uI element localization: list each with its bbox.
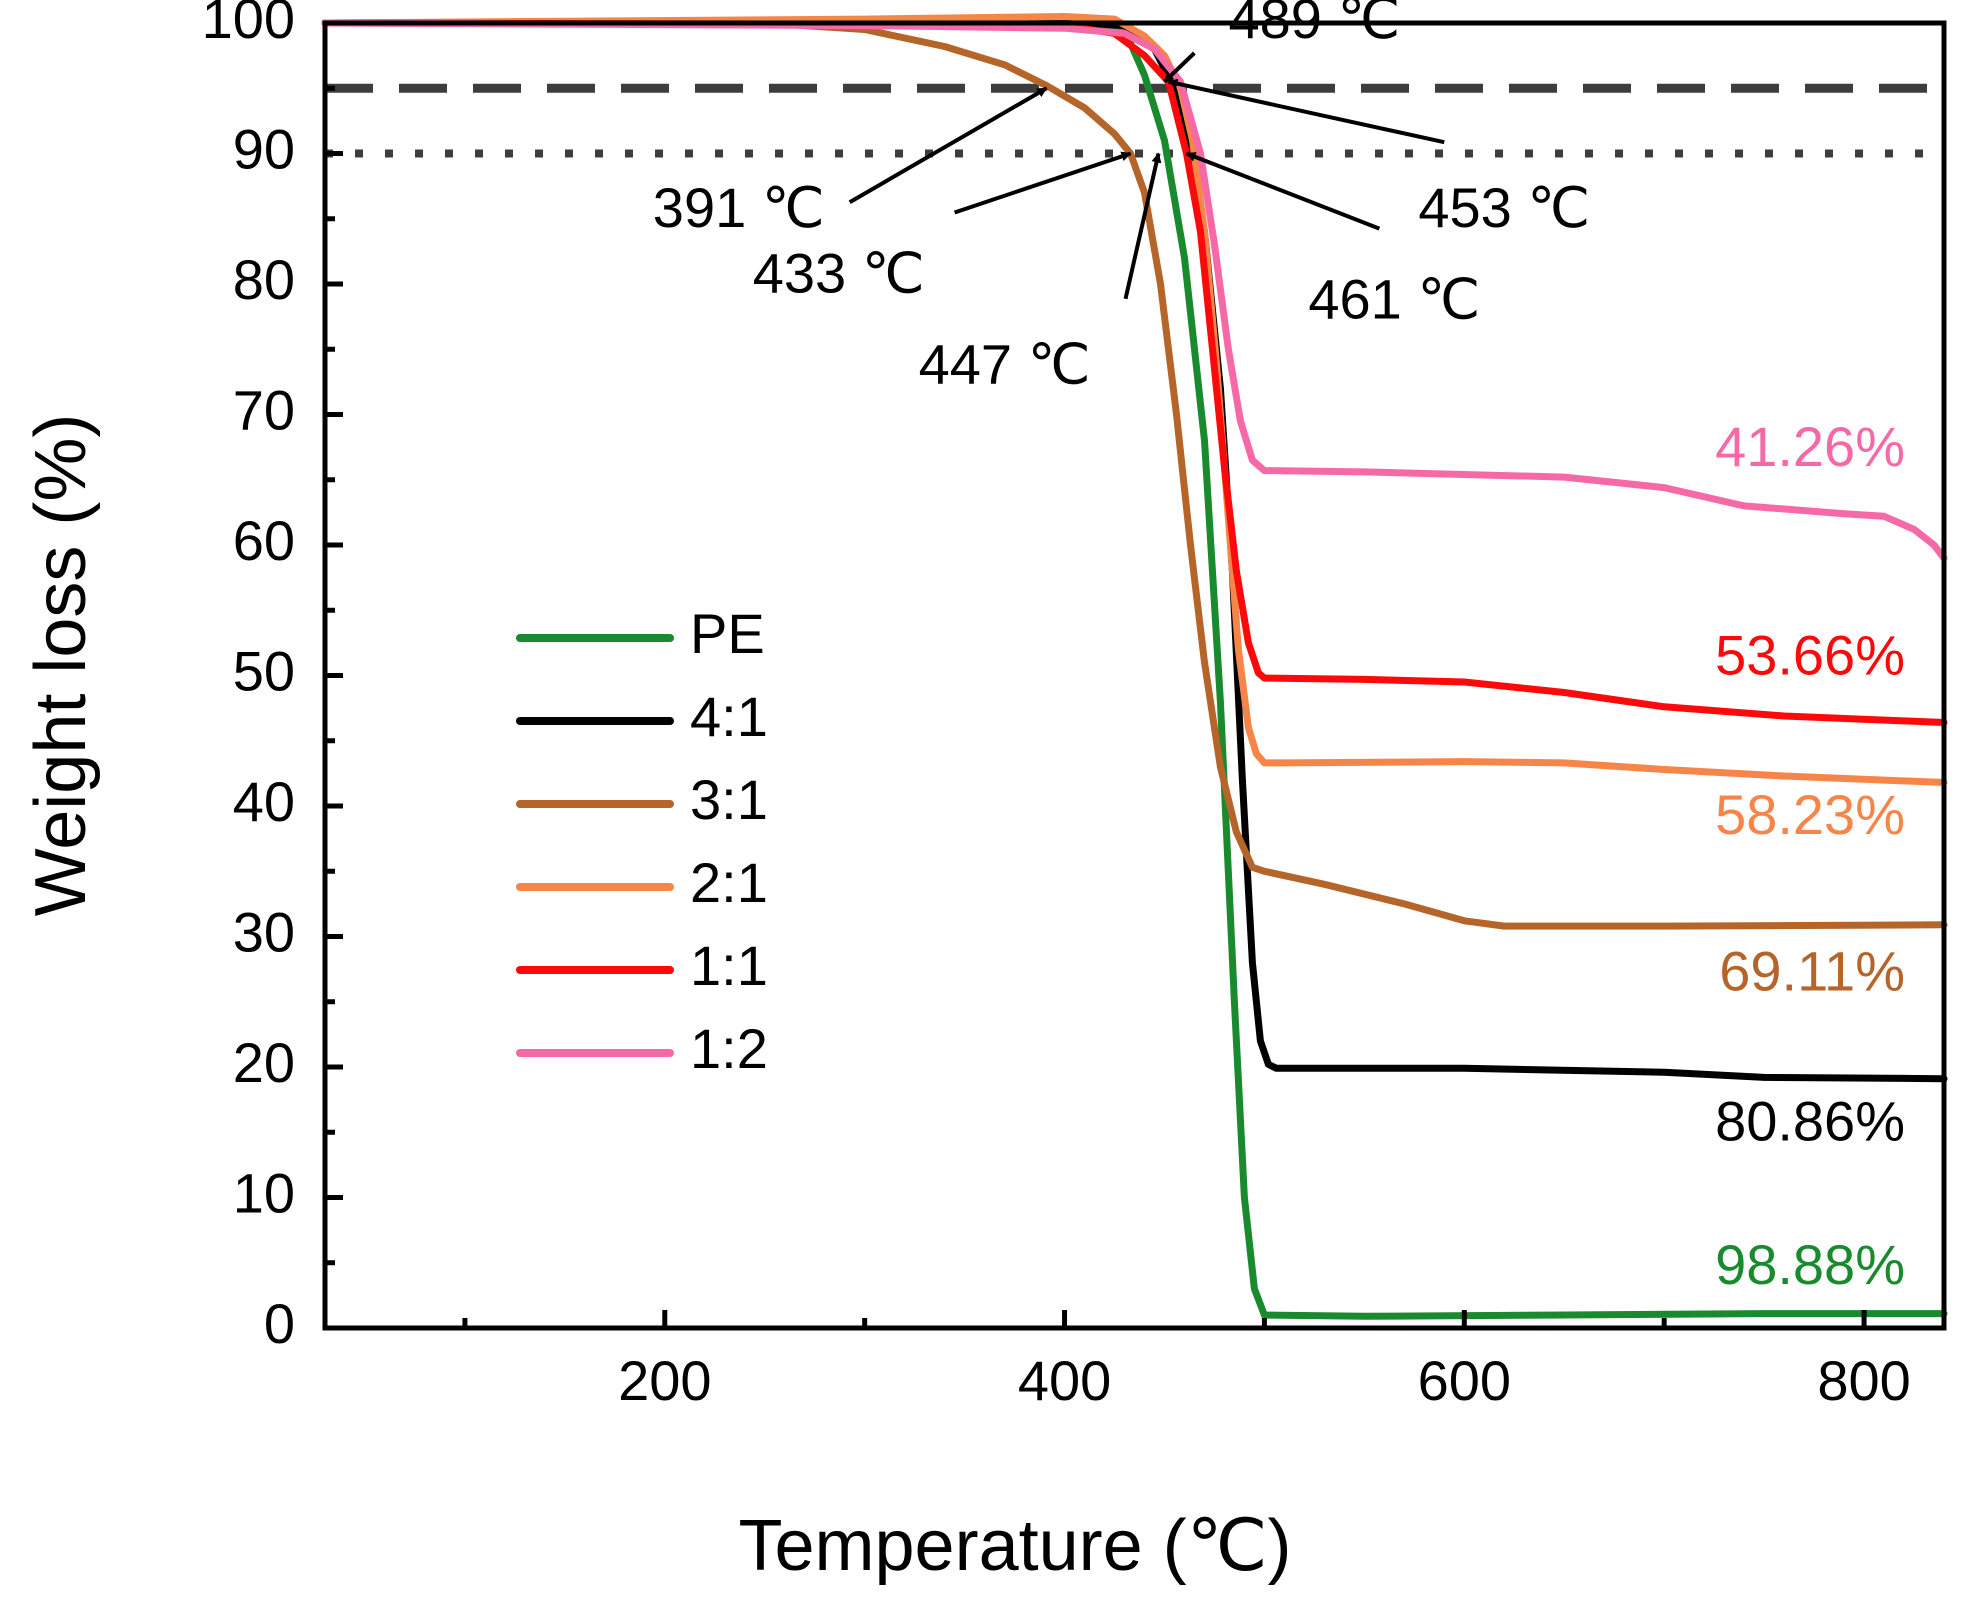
y-tick-label-90: 90 bbox=[233, 117, 295, 180]
x-tick-label-800: 800 bbox=[1817, 1349, 1910, 1412]
annotation-label-2: 447 ℃ bbox=[919, 333, 1091, 396]
x-tick-label-200: 200 bbox=[618, 1349, 711, 1412]
series-line-2-1 bbox=[321, 13, 1948, 786]
annotation-arrow-2 bbox=[1123, 152, 1162, 300]
y-tick-label-50: 50 bbox=[233, 639, 295, 702]
series-line-4-1 bbox=[321, 18, 1948, 1083]
y-tick-label-10: 10 bbox=[233, 1161, 295, 1224]
reference-lines bbox=[325, 83, 1944, 158]
residue-label-1-1: 53.66% bbox=[1715, 624, 1905, 687]
legend-label-pe: PE bbox=[690, 602, 765, 665]
y-tick-label-0: 0 bbox=[264, 1292, 295, 1355]
legend-label-1-2: 1:2 bbox=[690, 1017, 768, 1080]
residue-label-pe: 98.88% bbox=[1715, 1233, 1905, 1296]
legend-label-3-1: 3:1 bbox=[690, 768, 768, 831]
annotation-label-4: 453 ℃ bbox=[1418, 176, 1590, 239]
legend-label-2-1: 2:1 bbox=[690, 851, 768, 914]
y-tick-label-40: 40 bbox=[233, 770, 295, 833]
x-tick-label-400: 400 bbox=[1018, 1349, 1111, 1412]
y-tick-label-80: 80 bbox=[233, 248, 295, 311]
residue-label-3-1: 69.11% bbox=[1719, 939, 1905, 1002]
y-tick-label-30: 30 bbox=[233, 900, 295, 963]
y-tick-label-60: 60 bbox=[233, 509, 295, 572]
residue-label-2-1: 58.23% bbox=[1715, 783, 1905, 846]
series-line-3-1 bbox=[321, 19, 1948, 930]
y-axis-title: Weight loss (%) bbox=[21, 414, 101, 917]
annotation-label-0: 391 ℃ bbox=[653, 176, 825, 239]
legend-label-1-1: 1:1 bbox=[690, 934, 768, 997]
residue-label-4-1: 80.86% bbox=[1715, 1090, 1905, 1153]
annotation-arrow-5 bbox=[1185, 151, 1381, 231]
y-tick-label-20: 20 bbox=[233, 1031, 295, 1094]
plot-frame bbox=[322, 20, 1947, 1331]
series-line-1-2 bbox=[321, 19, 1948, 562]
annotation-arrow-0 bbox=[848, 86, 1048, 204]
series-line-pe bbox=[321, 18, 1948, 1320]
annotation-label-1: 433 ℃ bbox=[753, 241, 925, 304]
annotation-arrow-3 bbox=[1163, 51, 1196, 84]
annotation-arrow-4 bbox=[1167, 78, 1445, 145]
residue-labels: 41.26% 53.66% 58.23% 69.11% 80.86% 98.88% bbox=[1715, 415, 1905, 1296]
annotation-arrow-1 bbox=[953, 151, 1132, 215]
residue-label-1-2: 41.26% bbox=[1715, 415, 1905, 478]
x-tick-label-600: 600 bbox=[1418, 1349, 1511, 1412]
legend: PE 4:1 3:1 2:1 1:1 1:2 bbox=[516, 602, 768, 1080]
annotation-label-5: 461 ℃ bbox=[1308, 267, 1480, 330]
y-tick-label-100: 100 bbox=[202, 0, 295, 50]
legend-label-4-1: 4:1 bbox=[690, 685, 768, 748]
y-tick-label-70: 70 bbox=[233, 378, 295, 441]
series-line-1-1 bbox=[321, 19, 1948, 726]
axes: 200 400 600 800 0 10 20 30 40 50 60 70 80 90 100 bbox=[202, 0, 1947, 1412]
series-group bbox=[321, 13, 1948, 1320]
x-axis-title: Temperature (℃) bbox=[738, 1506, 1291, 1586]
